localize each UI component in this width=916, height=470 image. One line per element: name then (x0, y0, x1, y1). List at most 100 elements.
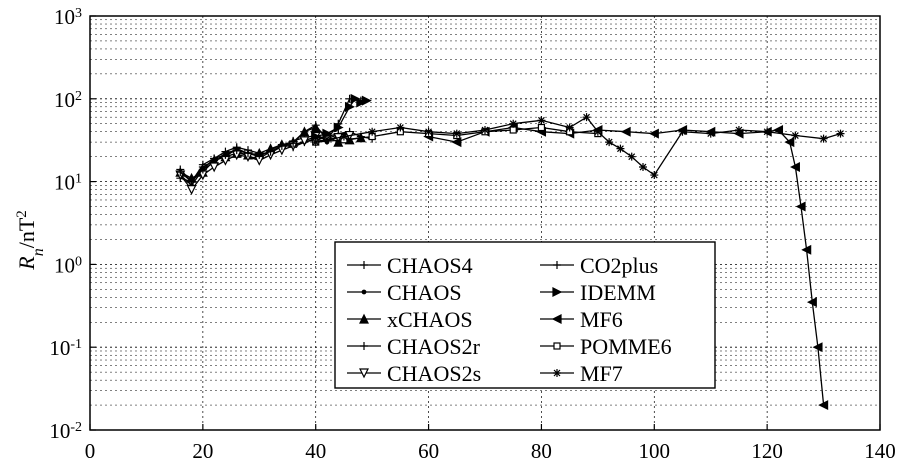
series-line-mf7 (315, 116, 841, 176)
data-point-mf6 (812, 342, 823, 353)
series-line-chaos2s (179, 134, 350, 191)
data-point-chaos2s (299, 136, 310, 147)
data-point-mf7 (819, 134, 828, 143)
data-point-idemm (356, 97, 367, 108)
y-tick-label: 10-1 (49, 336, 82, 360)
y-tick-label: 101 (54, 171, 82, 195)
data-point-mf7 (368, 127, 377, 136)
data-point-mf6 (790, 162, 800, 172)
data-point-mf6 (795, 201, 806, 212)
legend-marker-co2plus (553, 261, 561, 269)
data-point-mf7 (627, 152, 636, 161)
data-point-mf7 (509, 119, 518, 128)
data-point-co2plus (176, 168, 185, 177)
data-point-chaos2s (209, 162, 220, 173)
legend-marker-mf7 (553, 369, 561, 377)
data-point-co2plus (232, 146, 241, 155)
legend-marker-chaos2s (359, 368, 369, 379)
data-point-co2plus (266, 147, 275, 156)
data-point-co2plus (277, 141, 286, 150)
data-point-mf7 (452, 129, 461, 138)
y-tick-label: 10-2 (49, 419, 82, 443)
data-point-mf7 (791, 131, 800, 140)
data-point-mf7 (311, 138, 320, 147)
data-point-co2plus (187, 177, 196, 186)
data-point-pomme6 (537, 123, 546, 132)
plot-frame (89, 15, 881, 431)
data-point-mf7 (706, 129, 715, 138)
y-tick-label: 103 (54, 5, 82, 29)
y-label-rest: /nT (14, 217, 39, 248)
data-point-mf7 (565, 123, 574, 132)
data-point-mf6 (451, 137, 462, 148)
data-point-mf6 (620, 126, 631, 137)
legend-marker-chaos (361, 289, 367, 295)
data-point-idemm (333, 122, 344, 133)
data-point-mf7 (537, 116, 546, 125)
x-tick-label: 140 (864, 439, 896, 463)
data-point-mf7 (734, 125, 743, 134)
data-point-idemm (361, 95, 372, 106)
data-point-mf7 (639, 163, 647, 172)
y-label-base: R (14, 256, 39, 271)
x-tick-label: 40 (305, 439, 326, 463)
x-tick-label: 120 (751, 439, 783, 463)
y-axis: 10-2 10-1 100 101 102 103 (49, 5, 96, 443)
data-point-idemm (350, 93, 361, 104)
data-point-mf7 (396, 123, 405, 132)
data-point-mf6 (648, 128, 659, 139)
data-point-idemm (344, 101, 355, 112)
x-tick-label: 100 (639, 439, 671, 463)
data-point-mf7 (593, 127, 602, 136)
series-idemm (311, 93, 372, 142)
legend-label-chaos2s: CHAOS2s (387, 361, 481, 386)
x-tick-label: 80 (531, 439, 552, 463)
legend-label-xchaos: xCHAOS (387, 307, 473, 332)
data-point-co2plus (300, 127, 309, 136)
legend-label-chaos: CHAOS (387, 280, 462, 305)
data-point-mf7 (424, 127, 433, 136)
series-mf7 (311, 113, 845, 180)
legend-marker-idemm (552, 287, 563, 297)
data-point-mf7 (605, 138, 614, 147)
legend-label-mf7: MF7 (580, 361, 623, 386)
data-point-mf6 (818, 400, 829, 411)
x-axis: 0 20 40 60 80 100 120 140 (85, 424, 896, 463)
x-tick-label: 20 (192, 439, 213, 463)
data-point-mf7 (582, 113, 591, 122)
data-point-mf7 (650, 171, 659, 180)
data-point-mf7 (836, 129, 845, 138)
data-point-co2plus (289, 139, 298, 148)
y-axis-label: Rn/nT2 (14, 210, 47, 271)
data-point-co2plus (198, 165, 207, 174)
legend-label-chaos4: CHAOS4 (387, 253, 473, 278)
legend-marker-chaos2r (360, 342, 368, 350)
data-point-mf7 (616, 144, 625, 153)
legend-marker-mf6 (551, 314, 562, 324)
legend-label-pomme6: POMME6 (580, 334, 672, 359)
legend-marker-pomme6 (553, 342, 561, 350)
x-tick-label: 60 (418, 439, 439, 463)
data-point-chaos2s (186, 185, 197, 195)
y-label-sup: 2 (14, 210, 30, 218)
legend-box (334, 241, 716, 389)
legend-marker-chaos4 (360, 261, 368, 269)
data-point-mf6 (773, 125, 784, 135)
series-layer (175, 93, 845, 411)
data-point-mf7 (481, 125, 489, 134)
data-point-mf7 (678, 127, 687, 136)
data-point-co2plus (255, 150, 264, 159)
data-point-co2plus (221, 150, 230, 159)
legend-marker-xchaos (359, 313, 369, 324)
legend-label-idemm: IDEMM (580, 280, 656, 305)
legend-label-chaos2r: CHAOS2r (387, 334, 481, 359)
data-point-mf7 (339, 132, 348, 141)
data-point-co2plus (210, 154, 219, 163)
y-tick-label: 100 (54, 253, 82, 277)
y-tick-label: 102 (54, 88, 82, 112)
data-point-mf6 (806, 297, 817, 308)
data-point-mf6 (784, 137, 795, 148)
data-point-co2plus (311, 121, 320, 130)
